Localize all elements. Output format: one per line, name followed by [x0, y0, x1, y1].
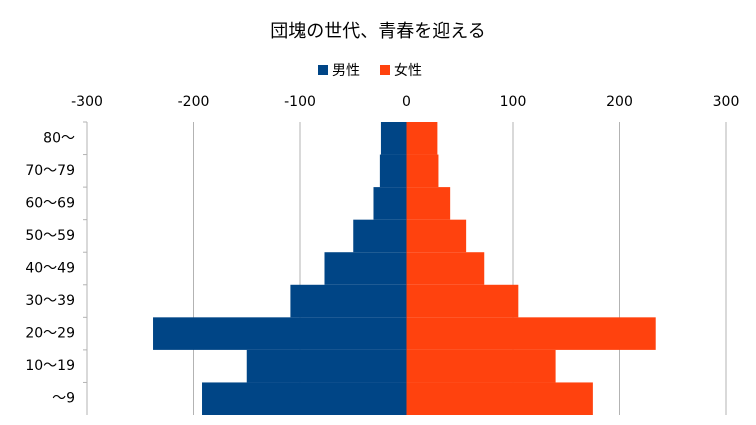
y-tick-label: 60～69 [25, 195, 75, 211]
bar [406, 317, 656, 350]
x-tick-label: 300 [713, 94, 740, 110]
bar [406, 349, 556, 383]
legend-label: 女性 [394, 62, 422, 79]
bar [406, 382, 593, 415]
bar [406, 122, 438, 155]
bar [324, 252, 407, 285]
x-tick-label: -100 [284, 94, 316, 110]
bar [246, 349, 407, 383]
legend-label: 男性 [332, 63, 360, 79]
bar [406, 284, 519, 318]
y-tick-label: 30～39 [25, 293, 75, 309]
y-tick-label: 80～ [43, 130, 75, 146]
x-tick-label: 0 [402, 94, 411, 110]
bar [406, 154, 439, 188]
bar [290, 284, 407, 318]
chart-title: 団塊の世代、青春を迎える [270, 21, 485, 42]
y-tick-label: 40～49 [25, 261, 75, 277]
x-tick-label: 200 [606, 94, 633, 110]
y-tick-label: 70～79 [25, 163, 75, 179]
y-tick-label: 10～19 [25, 358, 75, 374]
legend-swatch [380, 65, 390, 75]
y-tick-label: ～9 [52, 391, 75, 407]
bar [406, 252, 485, 285]
bar [406, 187, 451, 220]
bar [380, 122, 407, 155]
x-tick-label: 100 [500, 94, 527, 110]
bar [202, 382, 407, 415]
bar [373, 187, 407, 220]
x-tick-label: -300 [71, 94, 103, 110]
bar [406, 219, 467, 253]
y-tick-label: 20～29 [25, 326, 75, 342]
bar [153, 317, 407, 350]
bar [353, 219, 407, 253]
legend-swatch [318, 65, 328, 75]
bar [379, 154, 407, 188]
x-tick-label: -200 [178, 94, 210, 110]
y-tick-label: 50～59 [25, 228, 75, 244]
